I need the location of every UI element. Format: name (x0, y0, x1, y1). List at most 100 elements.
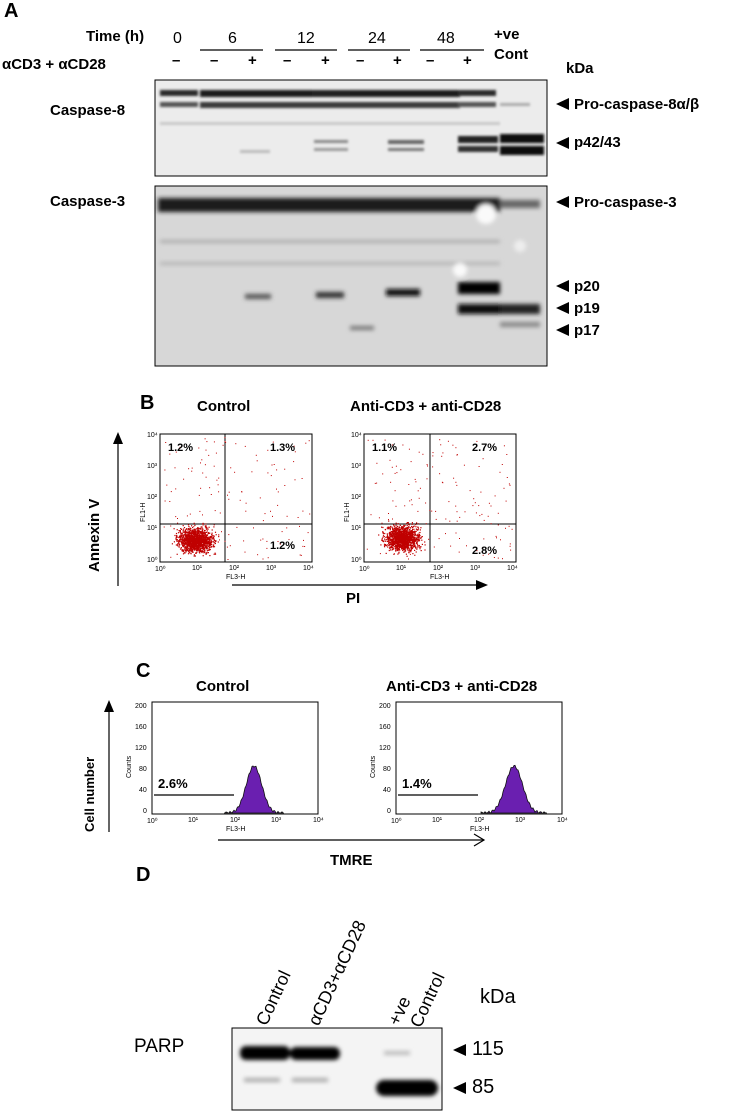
c0-xtick-1: 10¹ (188, 817, 199, 824)
c0-xtick-4: 10⁴ (313, 817, 324, 824)
cell-number-axis-label: Cell number (82, 756, 97, 832)
parp-blot (231, 1027, 443, 1111)
b1-xtick-0: 10⁰ (359, 566, 370, 573)
b0-xtick-3: 10³ (266, 565, 277, 572)
c1-ytick-0: 0 (387, 808, 391, 815)
panel-c-axis-arrows (104, 700, 486, 847)
c1-xtick-0: 10⁰ (391, 818, 402, 825)
annexin-axis-label: Annexin V (86, 498, 103, 572)
panel-a-arrows (556, 98, 569, 336)
c1-ylabel: Counts (370, 755, 377, 778)
time-48: 48 (437, 30, 455, 47)
c0-xtick-2: 10² (230, 817, 241, 824)
pi-axis-label: PI (346, 590, 361, 607)
histogram-treated (395, 701, 563, 815)
panel-d-arrows (453, 1044, 466, 1094)
band-p20: p20 (574, 278, 600, 295)
treatment-label: αCD3 + αCD28 (2, 56, 106, 73)
sign-7: – (426, 52, 435, 69)
c0-ytick-5: 200 (135, 703, 147, 710)
c1-xtick-2: 10² (474, 817, 485, 824)
sign-2: + (248, 52, 257, 69)
time-label: Time (h) (86, 28, 145, 45)
b1-xtick-2: 10² (433, 565, 444, 572)
b0-ytick-3: 10³ (147, 463, 158, 470)
flow-plot-treated (363, 433, 517, 563)
c0-xtick-0: 10⁰ (147, 818, 158, 825)
b0-ytick-2: 10² (147, 494, 158, 501)
b1-xtick-1: 10¹ (396, 565, 407, 572)
b0-ytick-0: 10⁰ (147, 557, 158, 564)
q-ul-control: 1.2% (168, 442, 194, 454)
b1-ytick-0: 10⁰ (351, 557, 362, 564)
band-85: 85 (472, 1076, 495, 1098)
gate-treated: 1.4% (402, 776, 432, 791)
panel-c-letter: C (136, 660, 151, 682)
sign-6: + (393, 52, 402, 69)
panel-a-letter: A (4, 0, 19, 22)
b1-xlabel: FL3-H (430, 574, 450, 581)
b1-ytick-1: 10¹ (351, 525, 362, 532)
flow-title-control: Control (197, 398, 251, 415)
time-0: 0 (173, 30, 182, 47)
time-12: 12 (297, 30, 315, 47)
b0-xtick-4: 10⁴ (303, 565, 314, 572)
caspase-8-label: Caspase-8 (50, 102, 126, 119)
c0-ytick-3: 120 (135, 745, 147, 752)
sign-4: + (321, 52, 330, 69)
sign-0: – (172, 52, 181, 69)
c0-xlabel: FL3-H (226, 826, 246, 833)
tmre-axis-label: TMRE (330, 852, 373, 869)
c0-xtick-3: 10³ (271, 817, 282, 824)
b0-xtick-0: 10⁰ (155, 566, 166, 573)
q-ul-treated: 1.1% (372, 442, 398, 454)
b0-xtick-1: 10¹ (192, 565, 203, 572)
flow-title-treated: Anti-CD3 + anti-CD28 (350, 398, 502, 415)
b0-xtick-2: 10² (229, 565, 240, 572)
c1-xlabel: FL3-H (470, 826, 490, 833)
b0-ytick-4: 10⁴ (147, 432, 158, 439)
c0-ylabel: Counts (126, 755, 133, 778)
q-lr-control: 1.2% (270, 540, 296, 552)
b1-xtick-3: 10³ (470, 565, 481, 572)
c1-ytick-1: 40 (383, 787, 391, 794)
c1-ytick-4: 160 (379, 724, 391, 731)
parp-label: PARP (134, 1036, 185, 1057)
time-6: 6 (228, 30, 237, 47)
b1-ytick-2: 10² (351, 494, 362, 501)
sign-8: + (463, 52, 472, 69)
c0-ytick-1: 40 (139, 787, 147, 794)
c1-xtick-3: 10³ (515, 817, 526, 824)
band-pro-caspase-8: Pro-caspase-8α/β (574, 96, 700, 113)
kda-label-a: kDa (566, 60, 594, 77)
panel-b-axis-arrows (113, 432, 488, 590)
band-p42-43: p42/43 (574, 134, 621, 151)
b0-xlabel: FL3-H (226, 574, 246, 581)
b1-xtick-4: 10⁴ (507, 565, 518, 572)
caspase-8-blot (154, 79, 548, 177)
histogram-control (151, 701, 319, 815)
band-p19: p19 (574, 300, 600, 317)
b0-ylabel: FL1-H (140, 502, 147, 522)
c1-ytick-3: 120 (379, 745, 391, 752)
q-ur-control: 1.3% (270, 442, 296, 454)
b1-ytick-4: 10⁴ (351, 432, 362, 439)
c1-ytick-2: 80 (383, 766, 391, 773)
sign-1: – (210, 52, 219, 69)
pos-ctrl-label-2: Cont (494, 46, 529, 63)
b1-ylabel: FL1-H (344, 502, 351, 522)
kda-label-d: kDa (480, 986, 516, 1008)
sign-5: – (356, 52, 365, 69)
c0-ytick-2: 80 (139, 766, 147, 773)
band-pro-caspase-3: Pro-caspase-3 (574, 194, 677, 211)
c0-ytick-0: 0 (143, 808, 147, 815)
band-115: 115 (472, 1038, 504, 1060)
panel-d-letter: D (136, 864, 151, 886)
b0-ytick-1: 10¹ (147, 525, 158, 532)
b1-ytick-3: 10³ (351, 463, 362, 470)
caspase-3-blot (154, 185, 548, 367)
c1-ytick-5: 200 (379, 703, 391, 710)
gate-control: 2.6% (158, 776, 188, 791)
hist-title-control: Control (196, 678, 250, 695)
